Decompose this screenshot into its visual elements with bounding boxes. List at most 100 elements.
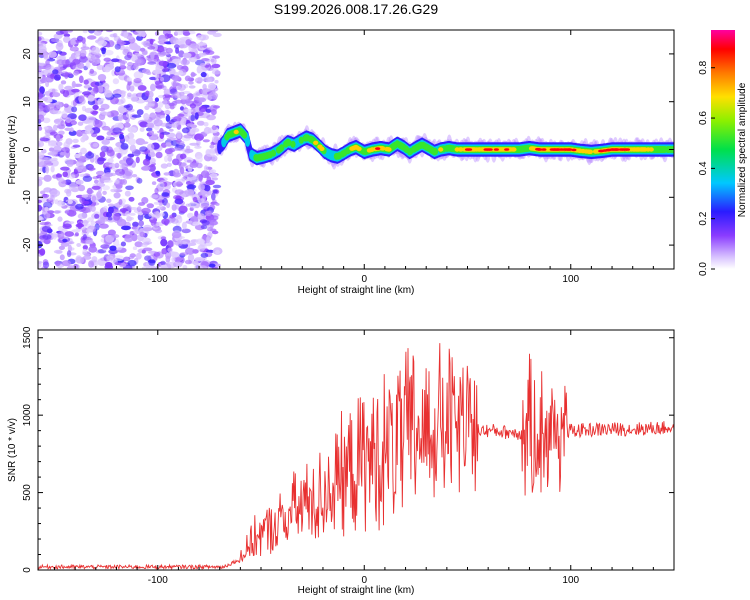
spectrogram-noise-blob	[120, 60, 126, 68]
spectrogram-noise-blob	[166, 62, 177, 69]
spectrogram-noise-blob	[120, 143, 129, 150]
spectrogram-noise-blob	[68, 183, 79, 191]
spectrogram-noise-blob	[82, 91, 91, 96]
spectrogram-noise-blob	[56, 50, 63, 54]
spectrogram-noise-blob	[104, 172, 114, 178]
spectrogram-noise-blob	[77, 213, 88, 220]
snr-ytick-label: 1500	[22, 326, 33, 349]
spectrogram-noise-blob	[154, 187, 159, 195]
spectrogram-noise-blob	[65, 138, 73, 145]
spectrogram-noise-blob	[42, 117, 51, 124]
spectrogram-noise-blob	[77, 121, 84, 126]
spectrogram-noise-blob	[38, 105, 44, 112]
spectrogram-noise-blob	[127, 259, 137, 267]
spectrogram-noise-blob	[126, 51, 133, 59]
spectrogram-noise-blob	[77, 165, 87, 173]
spectrogram-noise-blob	[101, 125, 110, 131]
spectrogram-noise-blob	[188, 85, 196, 89]
spectrogram-noise-blob	[211, 124, 217, 131]
spectrogram-noise-blob	[174, 189, 184, 195]
spectrogram-noise-blob	[190, 58, 197, 63]
spectrogram-noise-blob	[134, 59, 142, 64]
spectrogram-noise-blob	[97, 85, 104, 93]
spectrogram-noise-blob	[139, 146, 148, 152]
spectrogram-noise-blob	[45, 165, 50, 174]
spectrogram-noise-blob	[60, 120, 65, 127]
spectrogram-noise-blob	[139, 231, 146, 238]
spectrogram-noise-blob	[210, 57, 216, 65]
spectrogram-noise-blob	[211, 177, 219, 181]
spectrogram-noise-blob	[169, 214, 175, 219]
spectrogram-noise-blob	[141, 197, 149, 204]
spectrogram-noise-blob	[64, 188, 72, 194]
spectrogram-noise-blob	[128, 196, 135, 202]
spectrogram-noise-blob	[187, 173, 194, 178]
spectrogram-noise-blob	[181, 176, 186, 182]
spectrogram-noise-blob	[127, 138, 136, 146]
spectrogram-signal-cell	[648, 147, 654, 152]
spectrogram-noise-blob	[102, 185, 110, 191]
spectrogram-noise-blob	[129, 212, 136, 216]
spectrogram-noise-blob	[58, 245, 65, 250]
spectrogram-noise-blob	[141, 243, 148, 248]
spectrogram-noise-blob	[121, 178, 128, 185]
spectrogram-noise-blob	[186, 123, 195, 127]
spectrogram-noise-blob	[209, 169, 217, 174]
spectrogram-noise-blob	[64, 85, 73, 91]
spectrogram-noise-blob	[173, 147, 182, 151]
spectrogram-noise-blob	[63, 103, 69, 108]
spectrogram-noise-blob	[155, 171, 161, 176]
spectrogram-noise-blob	[81, 194, 89, 198]
spectrogram-noise-blob	[171, 251, 180, 258]
spectrogram-noise-blob	[78, 75, 84, 84]
spectrogram-noise-blob	[75, 203, 84, 210]
spectrogram-noise-blob	[68, 221, 75, 225]
spectrogram-noise-blob	[133, 71, 144, 79]
spectrogram-noise-blob	[52, 232, 57, 240]
spectrogram-noise-blob	[69, 120, 78, 126]
spectrogram-noise-blob	[38, 31, 43, 36]
spectrogram-noise-blob	[39, 235, 49, 240]
spectrogram-noise-blob	[53, 74, 61, 81]
spectrogram-noise-blob	[57, 177, 64, 182]
snr-xtick-label: 0	[361, 575, 367, 586]
spectrogram-noise-blob	[62, 223, 72, 230]
spectrogram-noise-blob	[52, 110, 62, 115]
spectrogram-noise-blob	[192, 196, 198, 203]
spectrogram-noise-blob	[55, 260, 61, 267]
spectrogram-noise-blob	[208, 220, 219, 226]
spectrogram-noise-blob	[103, 57, 112, 62]
spectrogram-noise-blob	[192, 260, 199, 266]
spectrogram-signal-cell	[319, 146, 325, 151]
spectrogram-noise-blob	[83, 219, 88, 227]
spectrogram-noise-blob	[167, 156, 173, 162]
spectrogram-noise-blob	[134, 241, 143, 248]
spectrogram-noise-blob	[212, 32, 222, 38]
spectrogram-noise-blob	[117, 90, 127, 95]
spectrogram-noise-blob	[184, 75, 191, 82]
spectrogram-noise-blob	[180, 117, 187, 126]
spectrogram-noise-blob	[88, 246, 98, 253]
spectrogram-noise-blob	[139, 121, 149, 128]
spectrogram-signal-cell	[624, 148, 631, 151]
spectrogram-noise-blob	[118, 149, 124, 154]
spectrogram-noise-blob	[127, 126, 138, 133]
spectrogram-noise-blob	[38, 179, 43, 187]
spectrogram-noise-blob	[91, 133, 98, 138]
spectrogram-noise-blob	[135, 156, 140, 164]
spectrogram-noise-blob	[137, 213, 144, 221]
colorbar-tick-label: 0.8	[698, 60, 709, 74]
spectrogram-noise-blob	[72, 144, 81, 148]
spectrogram-noise-blob	[38, 204, 43, 212]
spectrogram-noise-blob	[142, 158, 150, 166]
spectrogram-noise-blob	[186, 184, 197, 190]
spectrogram-noise-blob	[165, 114, 171, 122]
spectrogram-noise-blob	[131, 174, 138, 178]
spectrogram-noise-blob	[165, 142, 172, 147]
spectrogram-noise-blob	[137, 211, 144, 216]
spectrogram-noise-blob	[106, 149, 115, 157]
spectrogram-noise-blob	[39, 136, 47, 142]
spectrogram-noise-blob	[141, 166, 151, 171]
spectrogram-noise-blob	[198, 174, 203, 182]
spectrogram-noise-blob	[121, 163, 128, 170]
